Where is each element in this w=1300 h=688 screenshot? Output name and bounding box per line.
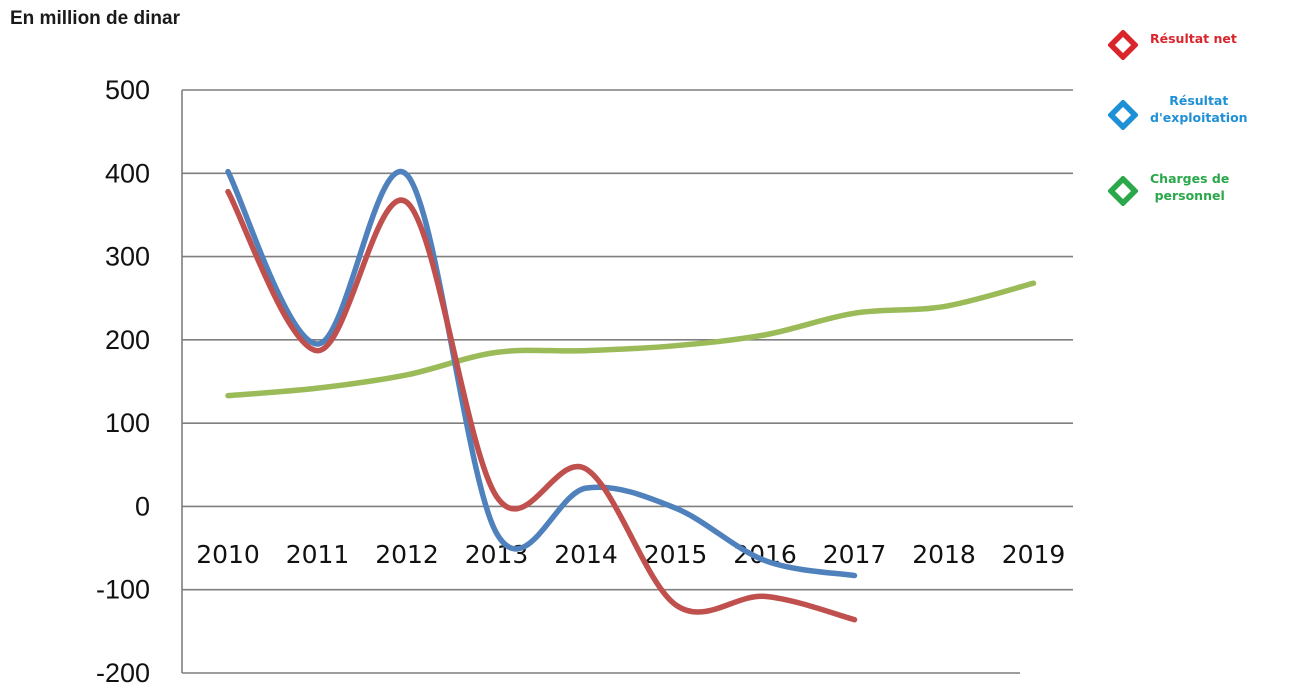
- series-line-charges-personnel: [225, 280, 1037, 399]
- series-line-resultat-exploitation: [225, 168, 858, 579]
- legend-item-resultat-net: Résultat net: [1108, 30, 1237, 60]
- legend-label-resultat-exploitation: Résultat d'exploitation: [1150, 93, 1248, 125]
- y-tick-label: 500: [105, 75, 150, 105]
- x-tick-label: 2018: [912, 540, 976, 569]
- y-tick-label: 0: [135, 491, 150, 521]
- legend-item-charges-personnel: Charges de personnel: [1108, 170, 1229, 206]
- y-tick-label: 300: [105, 242, 150, 272]
- y-tick-label: 100: [105, 408, 150, 438]
- y-tick-label: -200: [96, 658, 150, 688]
- x-tick-label: 2017: [823, 540, 887, 569]
- x-tick-label: 2013: [465, 540, 529, 569]
- y-tick-label: 400: [105, 158, 150, 188]
- y-tick-label: 200: [105, 325, 150, 355]
- diamond-outline-icon: [1108, 100, 1138, 130]
- series-line-resultat-net: [225, 188, 858, 623]
- x-axis-ticks: 2010 2011 2012 2013 2014 2015 2016 2017 2018 2019: [196, 540, 1065, 569]
- legend-label-charges-personnel: Charges de personnel: [1150, 171, 1230, 203]
- x-tick-label: 2011: [286, 540, 350, 569]
- series-lines: [225, 168, 1037, 623]
- x-tick-label: 2012: [375, 540, 439, 569]
- diamond-outline-icon: [1108, 176, 1138, 206]
- x-tick-label: 2010: [196, 540, 260, 569]
- x-tick-label: 2019: [1002, 540, 1066, 569]
- x-tick-label: 2015: [644, 540, 708, 569]
- y-tick-label: -100: [96, 575, 150, 605]
- x-tick-label: 2014: [554, 540, 618, 569]
- unit-label: En million de dinar: [10, 8, 180, 29]
- grid-lines: [181, 89, 1073, 674]
- legend-item-resultat-exploitation: Résultat d'exploitation: [1108, 92, 1248, 130]
- y-axis-ticks: 500 400 300 200 100 0 -100 -200: [96, 75, 150, 688]
- legend-label-resultat-net: Résultat net: [1150, 31, 1237, 46]
- diamond-outline-icon: [1108, 30, 1138, 60]
